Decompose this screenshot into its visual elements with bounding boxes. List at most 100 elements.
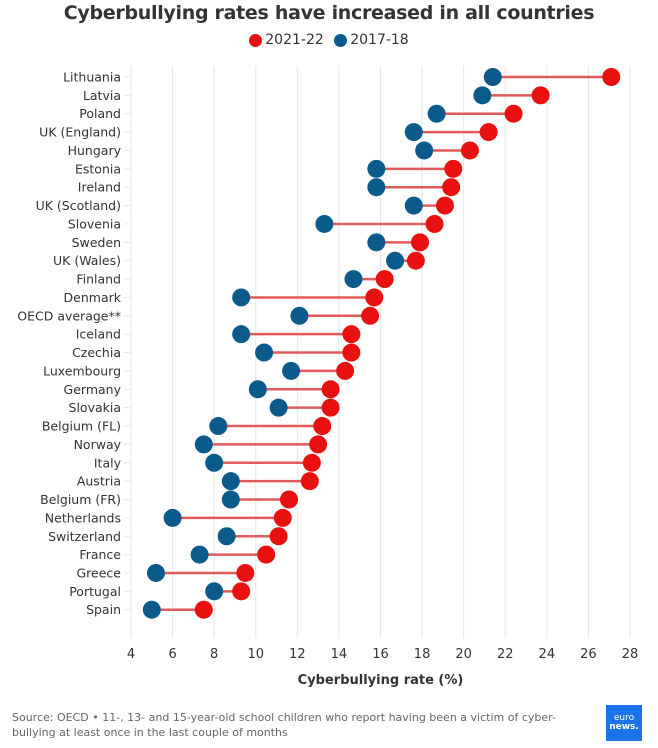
y-category-label: Greece	[77, 565, 122, 580]
y-category-label: Iceland	[76, 327, 121, 342]
point-2017-18	[367, 178, 386, 197]
y-category-label: OECD average**	[17, 308, 121, 323]
y-category-label: UK (Scotland)	[36, 198, 121, 213]
y-category-label: Portugal	[69, 584, 121, 599]
y-category-label: Austria	[77, 474, 121, 489]
point-2021-22	[425, 214, 444, 233]
point-2021-22	[442, 178, 461, 197]
y-category-label: Denmark	[64, 290, 122, 305]
x-tick-label: 20	[455, 647, 472, 662]
x-tick-label: 22	[497, 647, 514, 662]
source-note: Source: OECD • 11-, 13- and 15-year-old …	[12, 711, 556, 739]
point-2017-18	[404, 196, 423, 215]
point-2021-22	[435, 196, 454, 215]
y-category-label: Belgium (FL)	[42, 419, 121, 434]
euronews-logo[interactable]: euro news.	[606, 705, 642, 741]
point-2017-18	[344, 270, 363, 289]
point-2021-22	[269, 527, 288, 546]
y-category-label: UK (Wales)	[53, 253, 121, 268]
legend-label: 2021-22	[265, 32, 324, 48]
point-2017-18	[232, 288, 251, 307]
point-2017-18	[282, 361, 301, 380]
point-2017-18	[221, 490, 240, 509]
point-2021-22	[504, 104, 523, 123]
y-category-label: Belgium (FR)	[40, 492, 121, 507]
point-2017-18	[404, 123, 423, 142]
point-2021-22	[342, 325, 361, 344]
point-2017-18	[146, 563, 165, 582]
y-category-label: Czechia	[72, 345, 121, 360]
x-tick-label: 28	[622, 647, 639, 662]
point-2021-22	[302, 453, 321, 472]
y-category-label: Slovenia	[68, 216, 121, 231]
y-category-label: Finland	[76, 272, 121, 287]
legend-item-2021-22[interactable]: 2021-22	[249, 32, 324, 48]
point-2021-22	[236, 563, 255, 582]
point-2021-22	[361, 306, 380, 325]
x-tick-label: 16	[372, 647, 389, 662]
legend: 2021-22 2017-18	[0, 32, 658, 51]
point-2021-22	[194, 600, 213, 619]
y-category-label: Germany	[64, 382, 122, 397]
point-2021-22	[460, 141, 479, 160]
y-category-label: Latvia	[83, 88, 121, 103]
y-category-label: France	[79, 547, 121, 562]
point-2017-18	[163, 508, 182, 527]
point-2021-22	[336, 361, 355, 380]
point-2021-22	[321, 398, 340, 417]
legend-item-2017-18[interactable]: 2017-18	[334, 32, 409, 48]
legend-marker-blue	[334, 33, 348, 47]
y-category-label: Luxembourg	[43, 363, 121, 378]
point-2017-18	[232, 325, 251, 344]
point-2021-22	[257, 545, 276, 564]
point-2017-18	[194, 435, 213, 454]
point-2017-18	[427, 104, 446, 123]
point-2021-22	[602, 68, 621, 86]
point-2017-18	[473, 86, 492, 105]
point-2017-18	[386, 251, 405, 270]
point-2017-18	[269, 398, 288, 417]
y-category-label: Slovakia	[69, 400, 121, 415]
point-2021-22	[479, 123, 498, 142]
point-2021-22	[444, 159, 463, 178]
point-2017-18	[248, 380, 267, 399]
point-2017-18	[221, 472, 240, 491]
point-2021-22	[342, 343, 361, 362]
legend-marker-red	[249, 33, 263, 47]
legend-label: 2017-18	[350, 32, 409, 48]
y-category-label: Estonia	[75, 161, 121, 176]
y-category-label: UK (England)	[39, 125, 121, 140]
point-2021-22	[375, 270, 394, 289]
x-tick-label: 14	[331, 647, 348, 662]
point-2017-18	[483, 68, 502, 86]
chart-title: Cyberbullying rates have increased in al…	[63, 2, 595, 24]
point-2021-22	[313, 417, 332, 436]
point-2021-22	[232, 582, 251, 601]
point-2017-18	[290, 306, 309, 325]
point-2017-18	[142, 600, 161, 619]
point-2017-18	[367, 233, 386, 252]
y-category-label: Sweden	[72, 235, 121, 250]
point-2021-22	[309, 435, 328, 454]
logo-text-news: news.	[609, 722, 639, 732]
x-tick-label: 4	[127, 647, 135, 662]
y-category-label: Ireland	[78, 180, 121, 195]
x-tick-label: 8	[210, 647, 218, 662]
point-2017-18	[205, 582, 224, 601]
y-category-label: Netherlands	[45, 510, 121, 525]
y-category-label: Poland	[79, 106, 121, 121]
x-tick-label: 24	[539, 647, 556, 662]
point-2021-22	[531, 86, 550, 105]
point-2017-18	[209, 417, 228, 436]
point-2021-22	[300, 472, 319, 491]
point-2017-18	[415, 141, 434, 160]
point-2021-22	[365, 288, 384, 307]
y-category-label: Lithuania	[63, 70, 121, 85]
x-axis-label: Cyberbullying rate (%)	[298, 673, 464, 688]
y-category-label: Hungary	[68, 143, 122, 158]
point-2021-22	[321, 380, 340, 399]
y-category-label: Italy	[94, 455, 122, 470]
point-2021-22	[280, 490, 299, 509]
point-2017-18	[190, 545, 209, 564]
y-category-label: Norway	[74, 437, 122, 452]
